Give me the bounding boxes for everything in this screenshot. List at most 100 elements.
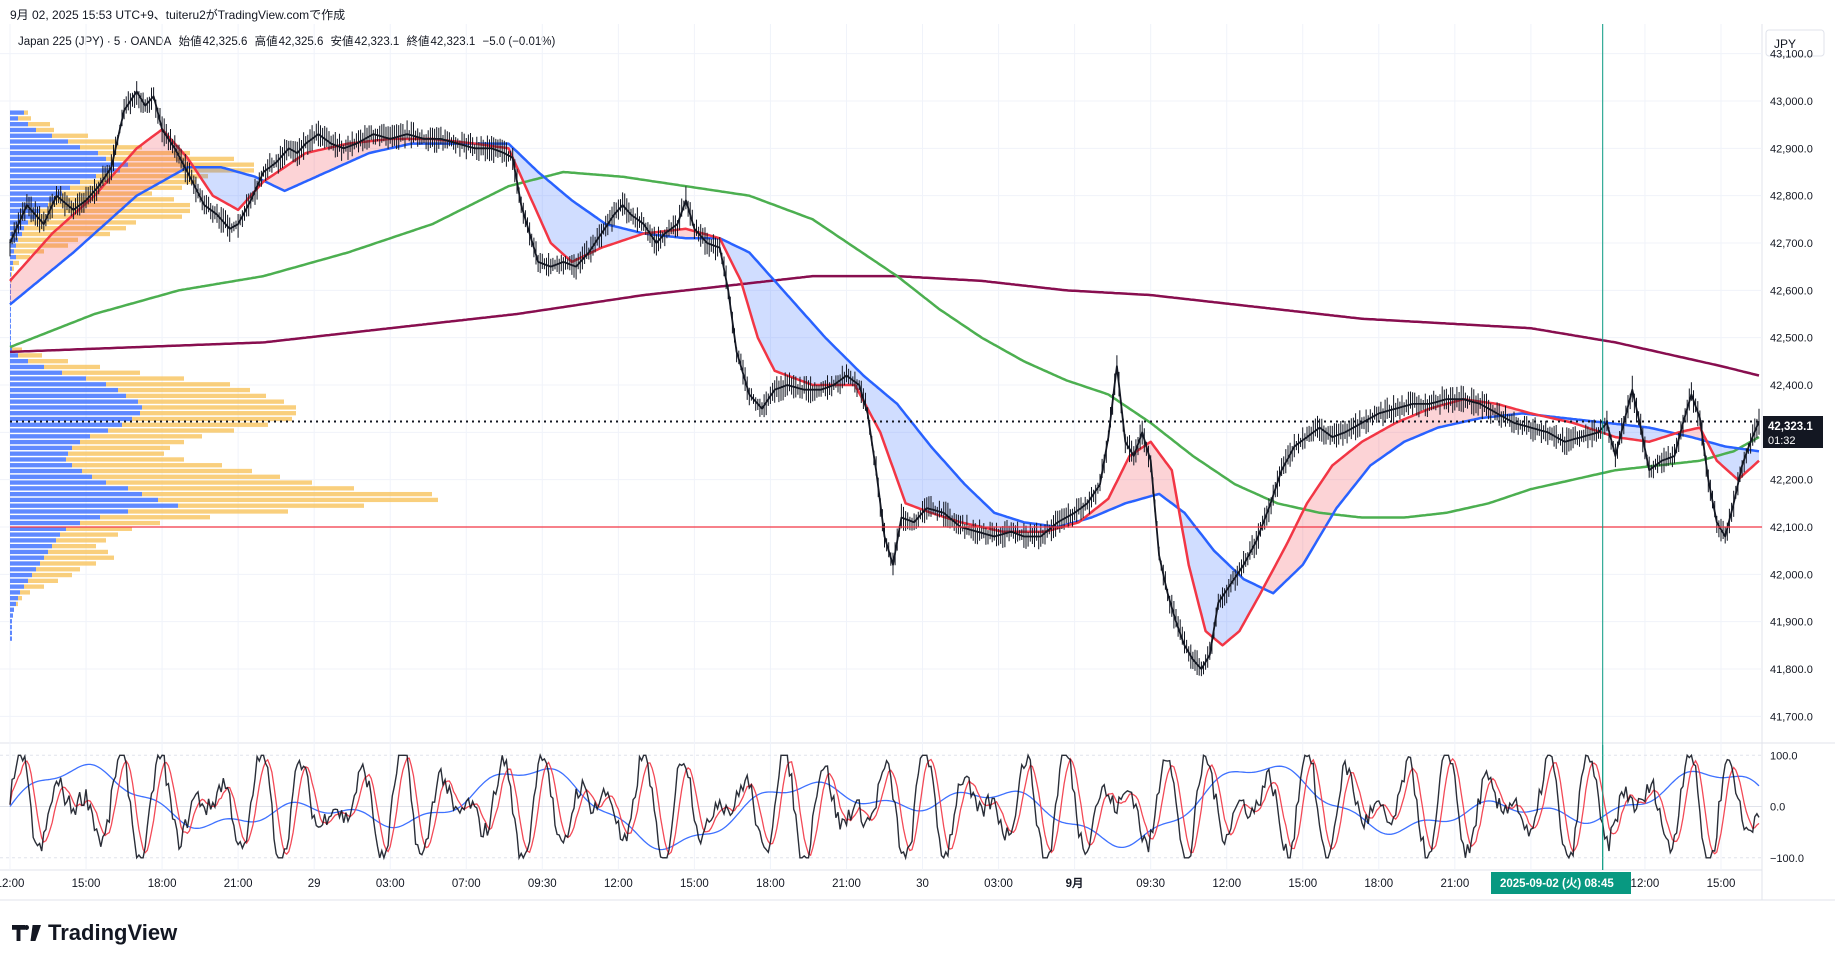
volume-profile-bar-up: [10, 439, 80, 445]
volume-profile-bar-down: [12, 266, 14, 271]
volume-profile-bar-down: [40, 208, 190, 214]
volume-profile-bar-up: [10, 168, 120, 173]
oscillator-signal-line: [9, 757, 1760, 857]
volume-profile-bar-up: [10, 324, 11, 329]
price-tick-label: 42,700.0: [1770, 238, 1813, 250]
volume-profile-bar-down: [92, 474, 280, 479]
volume-profile-bar-down: [68, 451, 164, 456]
price-tick-label: 42,500.0: [1770, 333, 1813, 345]
volume-profile-bar-up: [10, 486, 128, 491]
chart-header-title: 9月 02, 2025 15:53 UTC+9、tuiteru2がTrading…: [10, 8, 346, 22]
time-tick-label: 30: [916, 878, 929, 890]
volume-profile-bar-down: [96, 174, 208, 179]
price-tick-label: 41,800.0: [1770, 664, 1813, 676]
volume-profile-bar-up: [10, 457, 66, 462]
volume-profile-bar-up: [10, 445, 72, 451]
volume-profile-bar-down: [80, 145, 142, 150]
volume-profile-bar-up: [10, 122, 28, 127]
open-value: 42,325.6: [202, 36, 248, 48]
ema-cloud: [1264, 399, 1542, 594]
price-tick-label: 41,900.0: [1770, 617, 1813, 629]
ema-cloud: [10, 129, 196, 305]
volume-profile-bar-down: [60, 532, 118, 537]
tradingview-logo[interactable]: TradingView: [12, 920, 177, 946]
volume-profile-bar-down: [106, 382, 230, 387]
volume-profile-bar-down: [100, 515, 210, 520]
volume-profile-bar-down: [16, 254, 30, 260]
volume-profile-bar-down: [18, 596, 22, 601]
change-value: −5.0 (−0.01%): [482, 36, 556, 48]
volume-profile-bar-up: [10, 318, 11, 323]
volume-profile-bar-down: [98, 150, 190, 156]
volume-profile-bar-down: [12, 347, 22, 352]
volume-profile-bar-up: [10, 538, 56, 543]
volume-profile-bar-up: [10, 174, 96, 179]
volume-profile-bar-down: [54, 197, 174, 202]
volume-profile-bar-up: [10, 480, 106, 485]
volume-profile-bar-up: [10, 567, 36, 572]
volume-profile-bar-up: [10, 266, 12, 271]
volume-profile-bar-down: [128, 486, 354, 491]
volume-profile-bar-up: [10, 145, 80, 150]
volume-profile-bar-up: [10, 549, 48, 555]
oscillator-tick-label: −100.0: [1770, 853, 1804, 865]
volume-profile-bar-down: [48, 202, 190, 208]
close-value: 42,323.1: [430, 36, 476, 48]
volume-profile-bar-down: [44, 555, 114, 560]
volume-profile-bar-up: [10, 503, 178, 508]
price-tick-label: 42,400.0: [1770, 380, 1813, 392]
time-tick-label: 21:00: [224, 878, 253, 890]
time-tick-label: 15:00: [1288, 878, 1317, 890]
oscillator-tick-label: 0.0: [1770, 802, 1785, 814]
volume-profile-bar-up: [10, 254, 16, 260]
volume-profile-bar-down: [66, 457, 184, 462]
volume-profile-bar-up: [10, 630, 12, 636]
volume-profile-bar-down: [18, 116, 31, 121]
volume-profile-bar-down: [36, 214, 182, 219]
time-tick-label: 09:30: [528, 878, 557, 890]
volume-profile-bar-down: [28, 220, 136, 225]
volume-profile-bar-down: [80, 439, 184, 445]
price-tick-label: 41,700.0: [1770, 711, 1813, 723]
oscillator-main-line: [9, 753, 1760, 861]
volume-profile-bar-up: [10, 497, 158, 503]
volume-profile-bar-up: [10, 636, 12, 641]
volume-profile-bar-up: [10, 572, 32, 578]
volume-profile-bar-up: [10, 491, 142, 497]
volume-profile-bar-up: [10, 306, 11, 312]
volume-profile-bar-down: [122, 422, 268, 427]
time-tick-label: 9月: [1066, 877, 1084, 890]
volume-profile-bar-up: [10, 468, 82, 474]
time-tick-label: 21:00: [832, 878, 861, 890]
volume-profile-bar-down: [44, 364, 100, 370]
volume-profile-bar-down: [52, 133, 88, 138]
volume-profile-bar-up: [10, 116, 18, 121]
symbol-name[interactable]: Japan 225 (JPY) · 5 · OANDA: [18, 36, 172, 48]
volume-profile-bar-up: [10, 249, 14, 254]
time-tick-label: 12:00: [1212, 878, 1241, 890]
volume-profile-bar-down: [142, 491, 432, 497]
price-line: [9, 90, 1760, 670]
symbol-legend[interactable]: Japan 225 (JPY) · 5 · OANDA 始値42,325.6 高…: [18, 33, 559, 49]
time-tick-label: 03:00: [376, 878, 405, 890]
volume-profile-bar-up: [10, 543, 52, 549]
volume-profile-bar-up: [10, 243, 16, 248]
close-label: 終値: [406, 36, 430, 48]
low-value: 42,323.1: [354, 36, 400, 48]
high-label: 高値: [254, 36, 278, 48]
volume-profile-bar-down: [132, 416, 292, 422]
volume-profile-bar-down: [24, 584, 44, 589]
volume-profile-bar-up: [10, 405, 142, 410]
volume-profile: [10, 110, 438, 641]
volume-profile-bar-down: [18, 353, 42, 358]
volume-profile-bar-up: [10, 382, 106, 387]
volume-profile-bar-down: [40, 561, 96, 566]
volume-profile-bar-up: [10, 110, 24, 115]
volume-profile-bar-down: [140, 411, 296, 416]
currency-label[interactable]: JPY: [1774, 37, 1796, 51]
volume-profile-bar-up: [10, 613, 13, 618]
volume-profile-bar-down: [24, 226, 126, 231]
volume-profile-bar-up: [10, 387, 118, 393]
time-tick-label: 12:00: [604, 878, 633, 890]
